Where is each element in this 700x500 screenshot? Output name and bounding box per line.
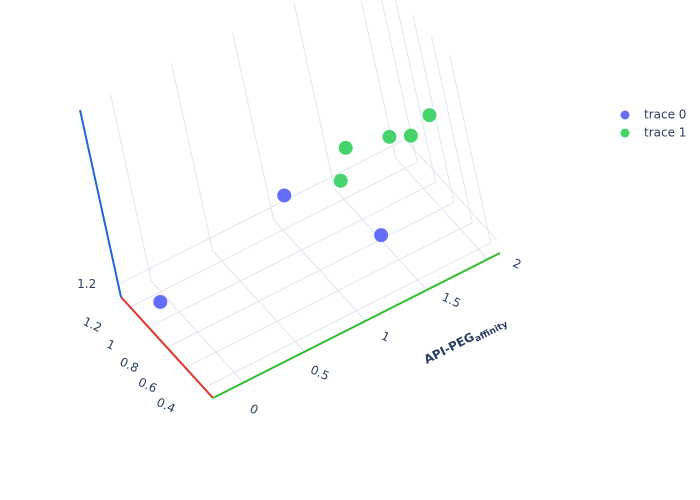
grid-line (171, 63, 214, 251)
grid-line (395, 157, 489, 260)
marker (277, 188, 292, 203)
grid-line (412, 15, 455, 203)
grid-line (118, 139, 406, 285)
grid-line (212, 250, 305, 353)
grid-line (360, 0, 397, 159)
grid-line (148, 181, 436, 328)
grid-line (151, 281, 244, 383)
grid-line (449, 55, 492, 244)
z-axis-line (79, 109, 122, 298)
legend-marker (620, 128, 630, 138)
grid-line (273, 219, 367, 322)
legend-label: trace 0 (644, 108, 686, 122)
legend-label: trace 1 (644, 126, 686, 140)
marker (153, 294, 168, 309)
grid-line (232, 32, 275, 220)
grid-line (129, 161, 418, 308)
grid-line (430, 35, 473, 223)
grid-line (395, 0, 437, 183)
grid-line (404, 139, 498, 241)
grid-line (110, 94, 153, 282)
marker (422, 108, 437, 123)
grid-line (203, 242, 492, 389)
x-axis-line (120, 296, 214, 399)
marker (382, 129, 397, 144)
legend-marker (620, 110, 630, 120)
grid-line (166, 202, 455, 348)
grid-line (185, 222, 473, 369)
marker (333, 173, 348, 188)
y-axis-line (212, 252, 501, 399)
z-tick-label: 1.2 (77, 277, 96, 291)
grid-line (293, 1, 336, 190)
marker (403, 128, 418, 143)
marker (338, 140, 353, 155)
marker (374, 228, 389, 243)
